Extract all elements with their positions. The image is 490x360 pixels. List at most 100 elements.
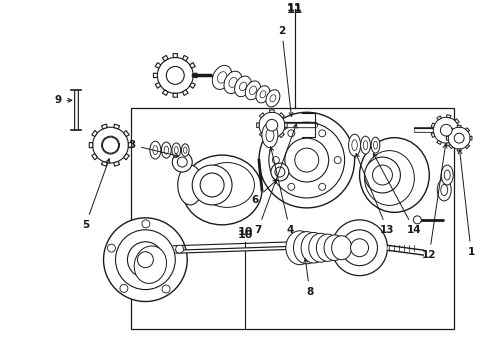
Circle shape: [332, 220, 388, 276]
Polygon shape: [190, 83, 196, 88]
Polygon shape: [285, 123, 287, 128]
Polygon shape: [270, 138, 274, 140]
Circle shape: [116, 230, 175, 289]
Ellipse shape: [437, 179, 451, 201]
Text: 11: 11: [287, 3, 302, 13]
Ellipse shape: [164, 146, 169, 154]
Circle shape: [454, 133, 464, 143]
Polygon shape: [153, 73, 157, 78]
Polygon shape: [270, 110, 274, 112]
Text: 7: 7: [254, 124, 297, 235]
Polygon shape: [279, 113, 284, 118]
Ellipse shape: [444, 170, 450, 180]
Circle shape: [272, 157, 279, 163]
Circle shape: [285, 138, 329, 182]
Polygon shape: [155, 83, 161, 88]
Polygon shape: [162, 55, 168, 61]
Polygon shape: [123, 154, 129, 160]
Ellipse shape: [348, 134, 361, 156]
Polygon shape: [101, 124, 107, 129]
Circle shape: [166, 67, 184, 84]
Polygon shape: [183, 90, 188, 95]
Circle shape: [93, 127, 128, 163]
Ellipse shape: [240, 82, 246, 91]
Ellipse shape: [178, 165, 203, 205]
Ellipse shape: [286, 231, 314, 265]
Polygon shape: [431, 123, 435, 127]
Polygon shape: [437, 140, 441, 144]
Polygon shape: [455, 137, 459, 142]
Ellipse shape: [182, 155, 262, 225]
Circle shape: [269, 122, 344, 198]
Ellipse shape: [256, 86, 270, 103]
Circle shape: [288, 183, 295, 190]
Polygon shape: [257, 123, 259, 128]
Circle shape: [295, 148, 319, 172]
Polygon shape: [455, 119, 459, 123]
Ellipse shape: [249, 86, 256, 95]
Circle shape: [192, 165, 232, 205]
Polygon shape: [437, 116, 441, 120]
Bar: [131, 108, 454, 329]
Circle shape: [142, 220, 150, 228]
Ellipse shape: [174, 147, 178, 154]
Circle shape: [200, 173, 224, 197]
Polygon shape: [457, 125, 461, 127]
Ellipse shape: [134, 246, 167, 283]
Circle shape: [157, 58, 193, 93]
Circle shape: [137, 252, 153, 268]
Circle shape: [172, 152, 192, 172]
Polygon shape: [183, 55, 188, 61]
Ellipse shape: [150, 141, 161, 159]
Circle shape: [175, 245, 184, 253]
Polygon shape: [466, 128, 469, 132]
Polygon shape: [449, 145, 453, 149]
Polygon shape: [466, 145, 469, 149]
Circle shape: [167, 67, 183, 84]
Circle shape: [120, 284, 128, 292]
Ellipse shape: [262, 123, 278, 148]
Ellipse shape: [235, 76, 251, 96]
Circle shape: [414, 216, 421, 224]
Ellipse shape: [224, 71, 242, 94]
Polygon shape: [190, 63, 196, 68]
Circle shape: [318, 183, 326, 190]
Circle shape: [102, 137, 119, 153]
Ellipse shape: [371, 137, 380, 153]
Circle shape: [177, 157, 187, 167]
Circle shape: [101, 136, 120, 154]
Polygon shape: [114, 161, 120, 166]
Ellipse shape: [317, 234, 339, 261]
Polygon shape: [259, 133, 264, 138]
Circle shape: [441, 124, 452, 136]
Polygon shape: [259, 113, 264, 118]
Polygon shape: [431, 133, 435, 138]
Ellipse shape: [212, 66, 232, 89]
Text: 1: 1: [458, 150, 475, 257]
Circle shape: [259, 112, 285, 138]
Ellipse shape: [218, 72, 227, 83]
Ellipse shape: [266, 90, 280, 107]
Circle shape: [433, 117, 459, 143]
Polygon shape: [279, 133, 284, 138]
Circle shape: [448, 127, 470, 149]
Ellipse shape: [324, 235, 345, 261]
Circle shape: [127, 242, 163, 278]
Text: 14: 14: [373, 153, 422, 235]
Ellipse shape: [361, 136, 370, 154]
Circle shape: [334, 157, 341, 163]
Ellipse shape: [183, 147, 187, 153]
Circle shape: [350, 239, 368, 257]
Polygon shape: [155, 63, 161, 68]
Text: 8: 8: [304, 258, 314, 297]
Text: 9: 9: [54, 95, 72, 105]
Text: 2: 2: [278, 26, 293, 116]
Ellipse shape: [373, 141, 377, 149]
Ellipse shape: [360, 138, 429, 212]
Polygon shape: [92, 130, 98, 136]
Polygon shape: [92, 154, 98, 160]
Ellipse shape: [309, 233, 333, 262]
Text: 4: 4: [270, 147, 294, 235]
Polygon shape: [123, 130, 129, 136]
Ellipse shape: [260, 91, 266, 98]
